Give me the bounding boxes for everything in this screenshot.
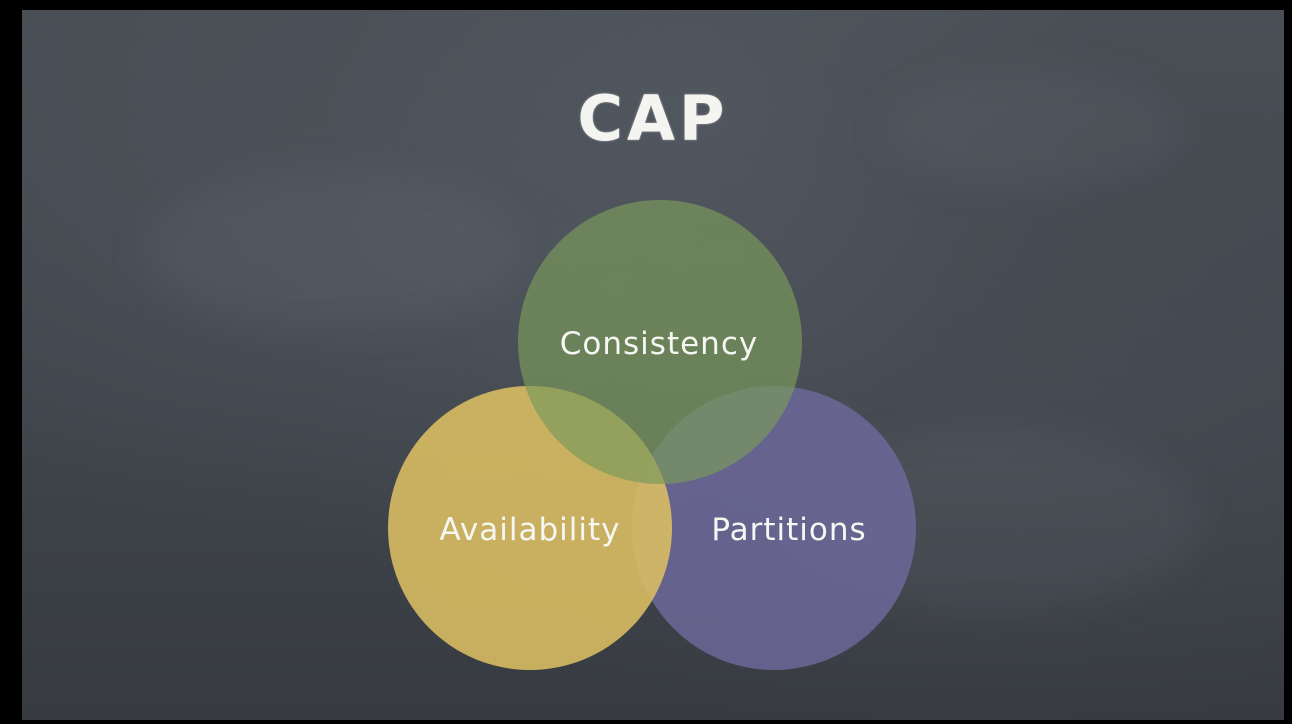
label-availability: Availability xyxy=(440,512,621,548)
cap-venn-diagram: Consistency Availability Partitions xyxy=(388,200,916,670)
label-consistency: Consistency xyxy=(560,326,758,362)
circle-consistency xyxy=(518,200,802,484)
chalkboard-background: CAP Consistency Availability Partitions xyxy=(22,10,1284,720)
slide-title: CAP xyxy=(577,82,729,155)
chalk-smudge xyxy=(882,70,1182,190)
chalk-smudge xyxy=(142,170,522,330)
label-partitions: Partitions xyxy=(711,512,866,548)
